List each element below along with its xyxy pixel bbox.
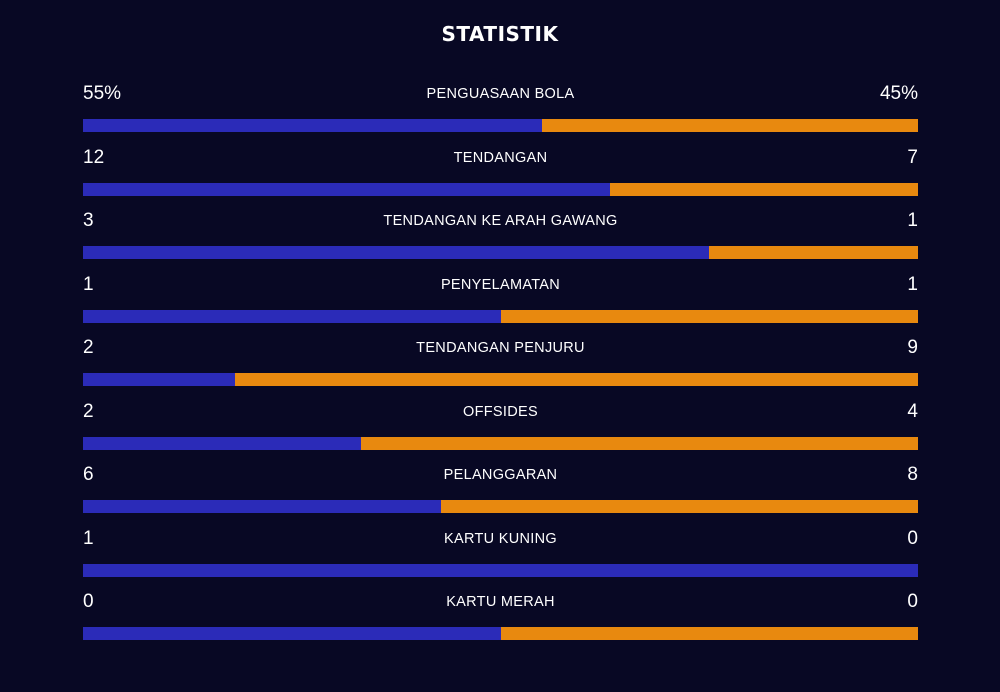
stat-label: KARTU KUNING	[444, 530, 557, 547]
stat-label: TENDANGAN KE ARAH GAWANG	[383, 213, 618, 229]
away-bar-segment	[542, 119, 918, 132]
home-value: 12	[83, 146, 105, 168]
stat-label: TENDANGAN PENJURU	[416, 340, 585, 356]
stat-row: 12 TENDANGAN 7	[83, 142, 918, 206]
comparison-bar	[83, 563, 918, 577]
stat-row: 55% PENGUASAAN BOLA 45%	[83, 78, 918, 142]
away-value: 1	[907, 273, 918, 295]
away-bar-segment	[440, 500, 918, 513]
stat-row: 2 OFFSIDES 4	[83, 396, 918, 460]
home-bar-segment	[83, 309, 501, 323]
stat-row: 1 KARTU KUNING 0	[83, 523, 918, 587]
stat-label: PELANGGARAN	[443, 467, 558, 483]
home-bar-segment	[83, 373, 235, 386]
away-bar-segment	[500, 627, 918, 640]
comparison-bar	[83, 309, 918, 323]
away-value: 45%	[879, 83, 918, 104]
stat-row: 6 PELANGGARAN 8	[83, 459, 918, 523]
stats-list: 55% PENGUASAAN BOLA 45% 12 TENDANGAN 7 3…	[83, 78, 918, 650]
comparison-bar	[83, 246, 918, 259]
home-value: 2	[83, 400, 94, 422]
home-value: 3	[83, 210, 94, 231]
away-value: 4	[907, 400, 918, 422]
home-bar-segment	[83, 246, 710, 259]
comparison-bar	[83, 182, 918, 196]
away-value: 9	[907, 337, 918, 358]
stat-label: KARTU MERAH	[446, 594, 555, 610]
home-value: 2	[83, 337, 94, 358]
stat-label: TENDANGAN	[453, 149, 548, 166]
away-value: 0	[907, 591, 918, 612]
stat-row: 2 TENDANGAN PENJURU 9	[83, 332, 918, 396]
away-value: 7	[907, 146, 918, 168]
home-bar-segment	[83, 182, 611, 196]
comparison-bar	[83, 436, 918, 450]
home-value: 6	[83, 464, 94, 485]
comparison-bar	[83, 500, 918, 513]
home-value: 0	[83, 591, 94, 612]
stat-row: 1 PENYELAMATAN 1	[83, 269, 918, 333]
comparison-bar	[83, 373, 918, 386]
home-bar-segment	[83, 627, 501, 640]
comparison-bar	[83, 627, 918, 640]
away-bar-segment	[361, 436, 918, 450]
comparison-bar	[83, 119, 918, 132]
home-value: 1	[83, 273, 94, 295]
stats-title: STATISTIK	[441, 22, 559, 46]
home-bar-segment	[83, 119, 543, 132]
away-bar-segment	[500, 309, 918, 323]
home-value: 1	[83, 527, 94, 549]
away-bar-segment	[234, 373, 918, 386]
home-value: 55%	[83, 83, 122, 104]
away-bar-segment	[610, 182, 918, 196]
home-bar-segment	[83, 436, 362, 450]
stat-label: PENGUASAAN BOLA	[426, 86, 575, 102]
stat-label: PENYELAMATAN	[440, 276, 561, 293]
away-value: 8	[907, 464, 918, 485]
home-bar-segment	[83, 563, 918, 577]
stat-row: 3 TENDANGAN KE ARAH GAWANG 1	[83, 205, 918, 269]
away-value: 0	[907, 527, 918, 549]
away-value: 1	[907, 210, 918, 231]
stat-row: 0 KARTU MERAH 0	[83, 586, 918, 650]
home-bar-segment	[83, 500, 441, 513]
stat-label: OFFSIDES	[463, 403, 538, 420]
away-bar-segment	[709, 246, 918, 259]
